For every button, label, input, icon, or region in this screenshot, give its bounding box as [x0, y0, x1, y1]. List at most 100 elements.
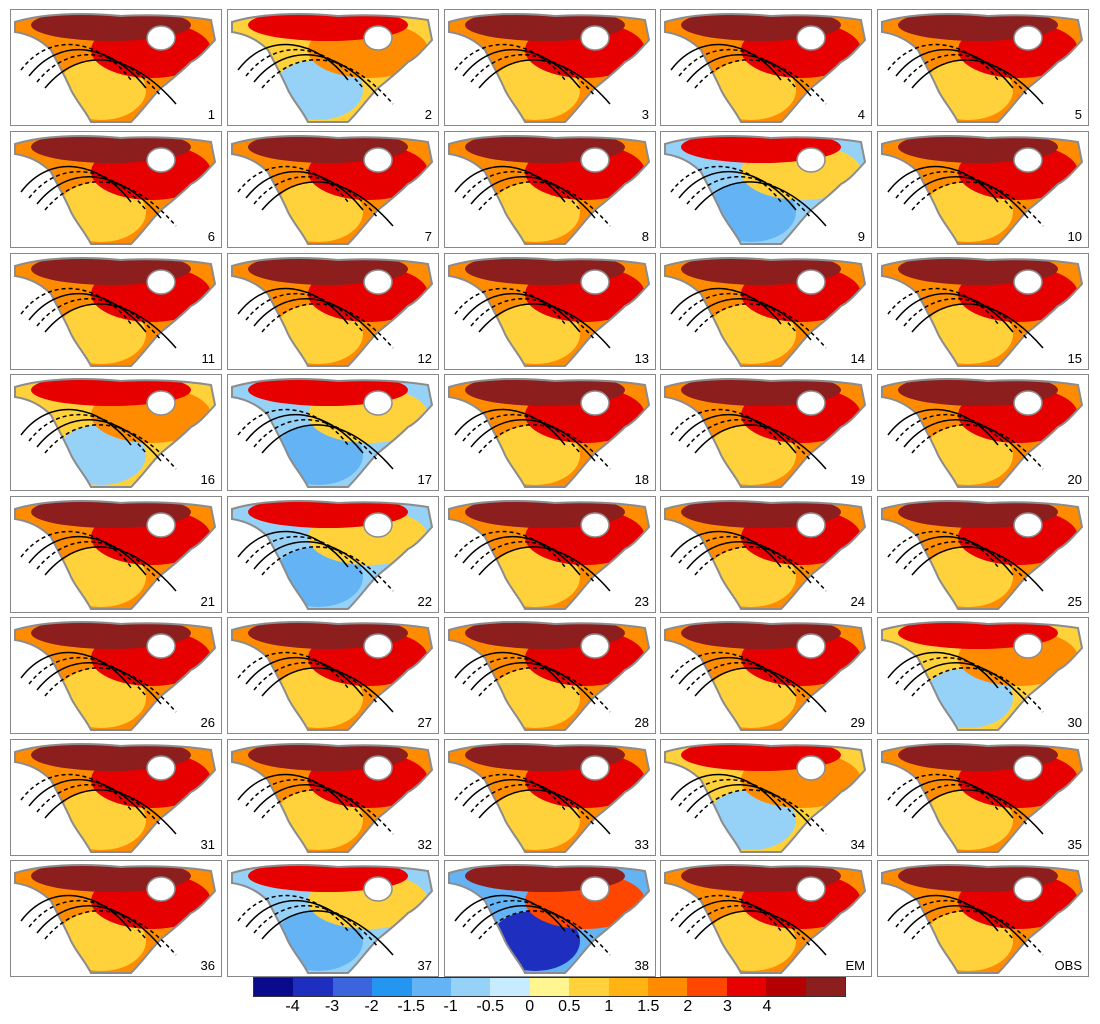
height-contour	[895, 170, 1014, 211]
hudson-bay	[796, 269, 826, 295]
hudson-bay	[580, 25, 610, 51]
land-anomaly-fill	[449, 744, 649, 852]
map-panel-34: 34	[660, 739, 872, 856]
temperature-anomaly-map	[881, 621, 1084, 731]
height-contour	[28, 656, 147, 697]
height-contour	[253, 784, 379, 827]
height-contour	[887, 651, 999, 689]
land-anomaly-fill	[232, 258, 432, 366]
map-panel-3: 3	[444, 9, 656, 126]
coastline	[881, 743, 1084, 853]
panel-label: 1	[207, 107, 215, 122]
colorbar-tick-label: 1	[604, 998, 614, 1015]
map-panel-30: 30	[877, 617, 1089, 734]
land-anomaly-fill	[882, 744, 1082, 852]
map-panel-13: 13	[444, 253, 656, 370]
height-contour	[20, 894, 132, 932]
height-contour	[28, 899, 147, 940]
panel-label: 10	[1067, 229, 1082, 244]
colorbar-swatch	[648, 978, 688, 996]
height-contour	[670, 165, 782, 203]
land-anomaly-fill	[449, 379, 649, 487]
land-anomaly-fill	[665, 258, 865, 366]
height-contour	[44, 424, 177, 470]
coastline	[14, 13, 217, 123]
panel-label: 27	[417, 715, 432, 730]
temperature-anomaly-map	[14, 135, 217, 245]
height-contour	[237, 894, 349, 932]
height-contour	[253, 419, 379, 462]
temperature-anomaly-map	[881, 13, 1084, 123]
height-contour	[686, 176, 812, 219]
coastline	[231, 864, 434, 974]
height-contour	[20, 287, 132, 325]
panel-label: 17	[417, 472, 432, 487]
height-contour	[454, 408, 566, 446]
height-contour	[903, 54, 1029, 97]
colorbar-swatch	[608, 978, 649, 996]
hudson-bay	[146, 633, 176, 659]
height-contour	[478, 789, 611, 835]
hudson-bay	[146, 147, 176, 173]
colorbar-tick-label: -3	[324, 998, 340, 1015]
height-contour	[911, 181, 1044, 227]
coastline	[231, 135, 434, 245]
height-contour	[670, 773, 782, 811]
temperature-anomaly-map	[881, 864, 1084, 974]
land-anomaly-fill	[232, 622, 432, 730]
height-contour	[694, 910, 827, 956]
panel-label: 23	[634, 594, 649, 609]
map-panel-8: 8	[444, 131, 656, 248]
map-panel-21: 21	[10, 496, 222, 613]
land-anomaly-fill	[882, 258, 1082, 366]
colorbar-swatch	[451, 978, 491, 996]
panel-label: 29	[850, 715, 865, 730]
temperature-anomaly-map	[231, 135, 434, 245]
hudson-bay	[1013, 755, 1043, 781]
height-contour	[454, 651, 566, 689]
temperature-anomaly-map	[231, 257, 434, 367]
height-contour	[454, 773, 566, 811]
height-contour	[36, 298, 162, 341]
coastline	[448, 500, 651, 610]
map-panel-20: 20	[877, 374, 1089, 491]
height-contour	[261, 910, 394, 956]
height-contour	[911, 59, 1044, 105]
hudson-bay	[1013, 269, 1043, 295]
map-panel-33: 33	[444, 739, 656, 856]
height-contour	[237, 773, 349, 811]
height-contour	[478, 303, 611, 349]
height-contour	[670, 408, 782, 446]
coastline	[448, 257, 651, 367]
map-panel-16: 16	[10, 374, 222, 491]
height-contour	[678, 899, 797, 940]
land-anomaly-fill	[665, 501, 865, 609]
height-contour	[887, 165, 999, 203]
height-contour	[245, 292, 364, 333]
height-contour	[44, 667, 177, 713]
map-panel-35: 35	[877, 739, 1089, 856]
height-contour	[911, 789, 1044, 835]
height-contour	[903, 541, 1029, 584]
height-contour	[911, 303, 1044, 349]
height-contour	[245, 535, 364, 576]
height-contour	[44, 303, 177, 349]
panel-label: 37	[417, 958, 432, 973]
height-contour	[470, 298, 596, 341]
map-panel-2: 2	[227, 9, 439, 126]
temperature-anomaly-map	[231, 743, 434, 853]
height-contour	[903, 784, 1029, 827]
map-panel-37: 37	[227, 860, 439, 977]
height-contour	[261, 424, 394, 470]
land-anomaly-fill	[15, 379, 215, 487]
height-contour	[36, 419, 162, 462]
colorbar-swatch	[254, 978, 294, 996]
height-contour	[462, 778, 581, 819]
height-contour	[895, 413, 1014, 454]
hudson-bay	[146, 269, 176, 295]
height-contour	[44, 181, 177, 227]
hudson-bay	[796, 633, 826, 659]
height-contour	[20, 43, 132, 81]
colorbar-tick-label: 4	[762, 998, 772, 1015]
height-contour	[454, 43, 566, 81]
